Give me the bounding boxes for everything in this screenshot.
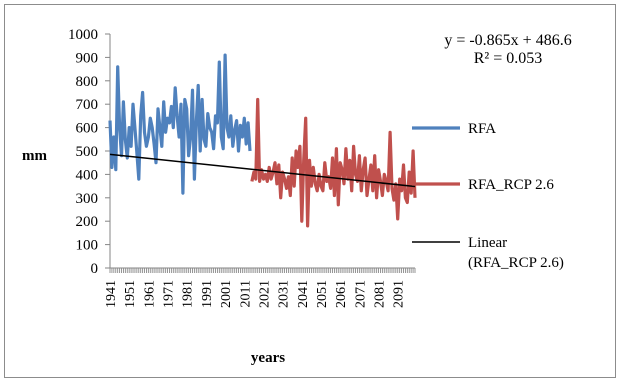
x-axis-label: years xyxy=(251,350,285,366)
legend-label-rfa-rcp: RFA_RCP 2.6 xyxy=(468,177,554,193)
y-tick-label: 1000 xyxy=(68,27,98,43)
trendline-r-squared: R² = 0.053 xyxy=(474,50,543,67)
series-line-rfa-rcp xyxy=(250,97,417,228)
series-line-rfa xyxy=(108,53,252,195)
x-tick-label: 1981 xyxy=(181,280,196,308)
legend-label-linear: Linear xyxy=(468,235,507,251)
x-tick-label: 1941 xyxy=(104,280,119,308)
x-tick-labels: 1941 1951 1961 1971 1981 1991 2001 2011 2021 2031… xyxy=(104,280,407,308)
y-axis-label: mm xyxy=(22,148,47,164)
x-tick-label: 2041 xyxy=(296,280,311,308)
y-tick-label: 700 xyxy=(76,97,99,113)
y-tick-label: 100 xyxy=(76,238,99,254)
trendline-layer xyxy=(109,153,416,188)
x-tick-label: 1991 xyxy=(200,280,215,308)
y-tick-label: 300 xyxy=(76,191,99,207)
x-tick-label: 2001 xyxy=(219,280,234,308)
trendline-equation: y = -0.865x + 486.6 xyxy=(444,32,571,49)
y-tick-label: 500 xyxy=(76,144,99,160)
y-tick-label: 200 xyxy=(76,214,99,230)
y-tick-label: 0 xyxy=(91,261,99,277)
y-tick-labels: 0 100 200 300 400 500 600 700 800 900 1000 xyxy=(68,27,98,277)
y-tick-label: 900 xyxy=(76,50,99,66)
x-tick-label: 1971 xyxy=(162,280,177,308)
series-layer xyxy=(108,53,417,228)
x-tick-label: 2021 xyxy=(257,280,272,308)
y-tick-label: 800 xyxy=(76,74,99,90)
x-tick-label: 2011 xyxy=(238,280,253,307)
x-tick-label: 1951 xyxy=(123,280,138,308)
x-tick-label: 2031 xyxy=(277,280,292,308)
axes xyxy=(105,33,416,273)
x-tick-label: 2091 xyxy=(392,280,407,308)
legend-label-linear: (RFA_RCP 2.6) xyxy=(468,255,564,271)
x-tick-label: 1961 xyxy=(142,280,157,308)
x-tick-label: 2071 xyxy=(353,280,368,308)
legend: RFA RFA_RCP 2.6 Linear (RFA_RCP 2.6) xyxy=(412,121,564,271)
y-tick-label: 600 xyxy=(76,121,99,137)
x-tick-label: 2081 xyxy=(373,280,388,308)
x-tick-label: 2051 xyxy=(315,280,330,308)
legend-label-rfa: RFA xyxy=(468,121,496,137)
x-tick-label: 2061 xyxy=(334,280,349,308)
trendline xyxy=(109,153,416,188)
y-tick-label: 400 xyxy=(76,167,99,183)
